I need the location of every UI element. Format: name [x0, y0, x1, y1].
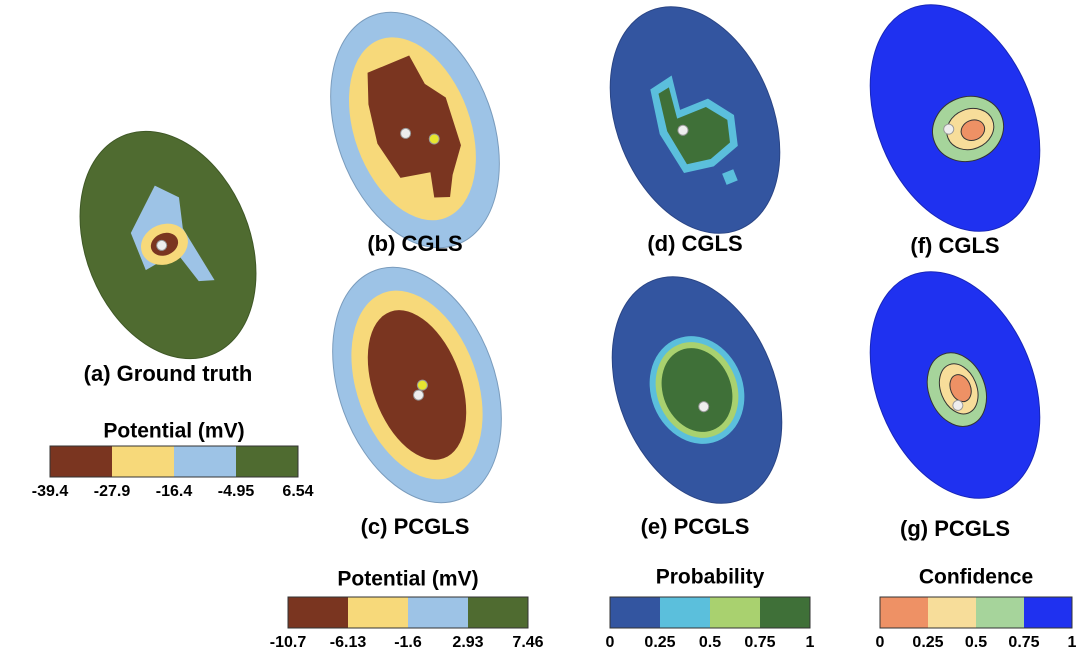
panel-label: (a) Ground truth: [84, 361, 253, 386]
colorbar-segment: [50, 446, 112, 477]
colorbar-segment: [760, 597, 810, 628]
heart-e: [580, 251, 813, 528]
colorbar-title: Probability: [656, 566, 765, 589]
colorbar-segment: [174, 446, 236, 477]
colorbar-segment: [1024, 597, 1072, 628]
colorbar-tick-label: 0.25: [912, 634, 943, 651]
colorbar-tick-label: 0.25: [644, 634, 675, 651]
colorbar-segment: [468, 597, 528, 628]
panel-label: (c) PCGLS: [361, 514, 470, 539]
colorbar-segment: [976, 597, 1024, 628]
panel-label: (g) PCGLS: [900, 516, 1010, 541]
colorbar-tick-label: 6.54: [282, 483, 313, 500]
heart-c: [302, 244, 532, 527]
colorbar-tick-label: -4.95: [218, 483, 255, 500]
figure: (a) Ground truth (b) CGLS (c) PCGLS (d) …: [0, 0, 1080, 653]
colorbar-tick-label: -10.7: [270, 634, 307, 651]
colorbar-tick-label: 1: [1068, 634, 1077, 651]
colorbar-tick-label: -27.9: [94, 483, 131, 500]
heart-g: [838, 246, 1071, 523]
colorbar-tick-label: 1: [806, 634, 815, 651]
colorbar-tick-label: 0: [606, 634, 615, 651]
heart-f: [838, 0, 1071, 257]
colorbar-tick-label: 0.5: [965, 634, 987, 651]
colorbar-tick-label: 0: [876, 634, 885, 651]
colorbar-segment: [660, 597, 710, 628]
colorbar-tick-label: 0.5: [699, 634, 721, 651]
panel-label: (f) CGLS: [910, 233, 999, 258]
colorbar-segment: [928, 597, 976, 628]
colorbar-tick-label: -6.13: [330, 634, 367, 651]
colorbar-tick-label: -1.6: [394, 634, 422, 651]
colorbar-segment: [880, 597, 928, 628]
colorbar-segment: [236, 446, 298, 477]
panel-label: (d) CGLS: [647, 231, 742, 256]
colorbar-tick-label: -16.4: [156, 483, 193, 500]
page: (a) Ground truth (b) CGLS (c) PCGLS (d) …: [0, 0, 1080, 658]
colorbar-title: Potential (mV): [103, 420, 244, 443]
colorbar-segment: [610, 597, 660, 628]
panel-label: (e) PCGLS: [641, 514, 750, 539]
colorbar-segment: [408, 597, 468, 628]
colorbar-segment: [348, 597, 408, 628]
heart-a: [48, 105, 288, 385]
colorbar-segment: [288, 597, 348, 628]
colorbar-tick-label: 2.93: [452, 634, 483, 651]
colorbar-title: Potential (mV): [337, 568, 478, 591]
colorbar-tick-label: 7.46: [512, 634, 543, 651]
colorbar-segment: [710, 597, 760, 628]
colorbar-segment: [112, 446, 174, 477]
colorbar-title: Confidence: [919, 566, 1033, 589]
colorbar-tick-label: 0.75: [744, 634, 775, 651]
colorbar-tick-label: 0.75: [1008, 634, 1039, 651]
colorbar-tick-label: -39.4: [32, 483, 69, 500]
panel-label: (b) CGLS: [367, 231, 462, 256]
heart-d: [578, 0, 811, 259]
